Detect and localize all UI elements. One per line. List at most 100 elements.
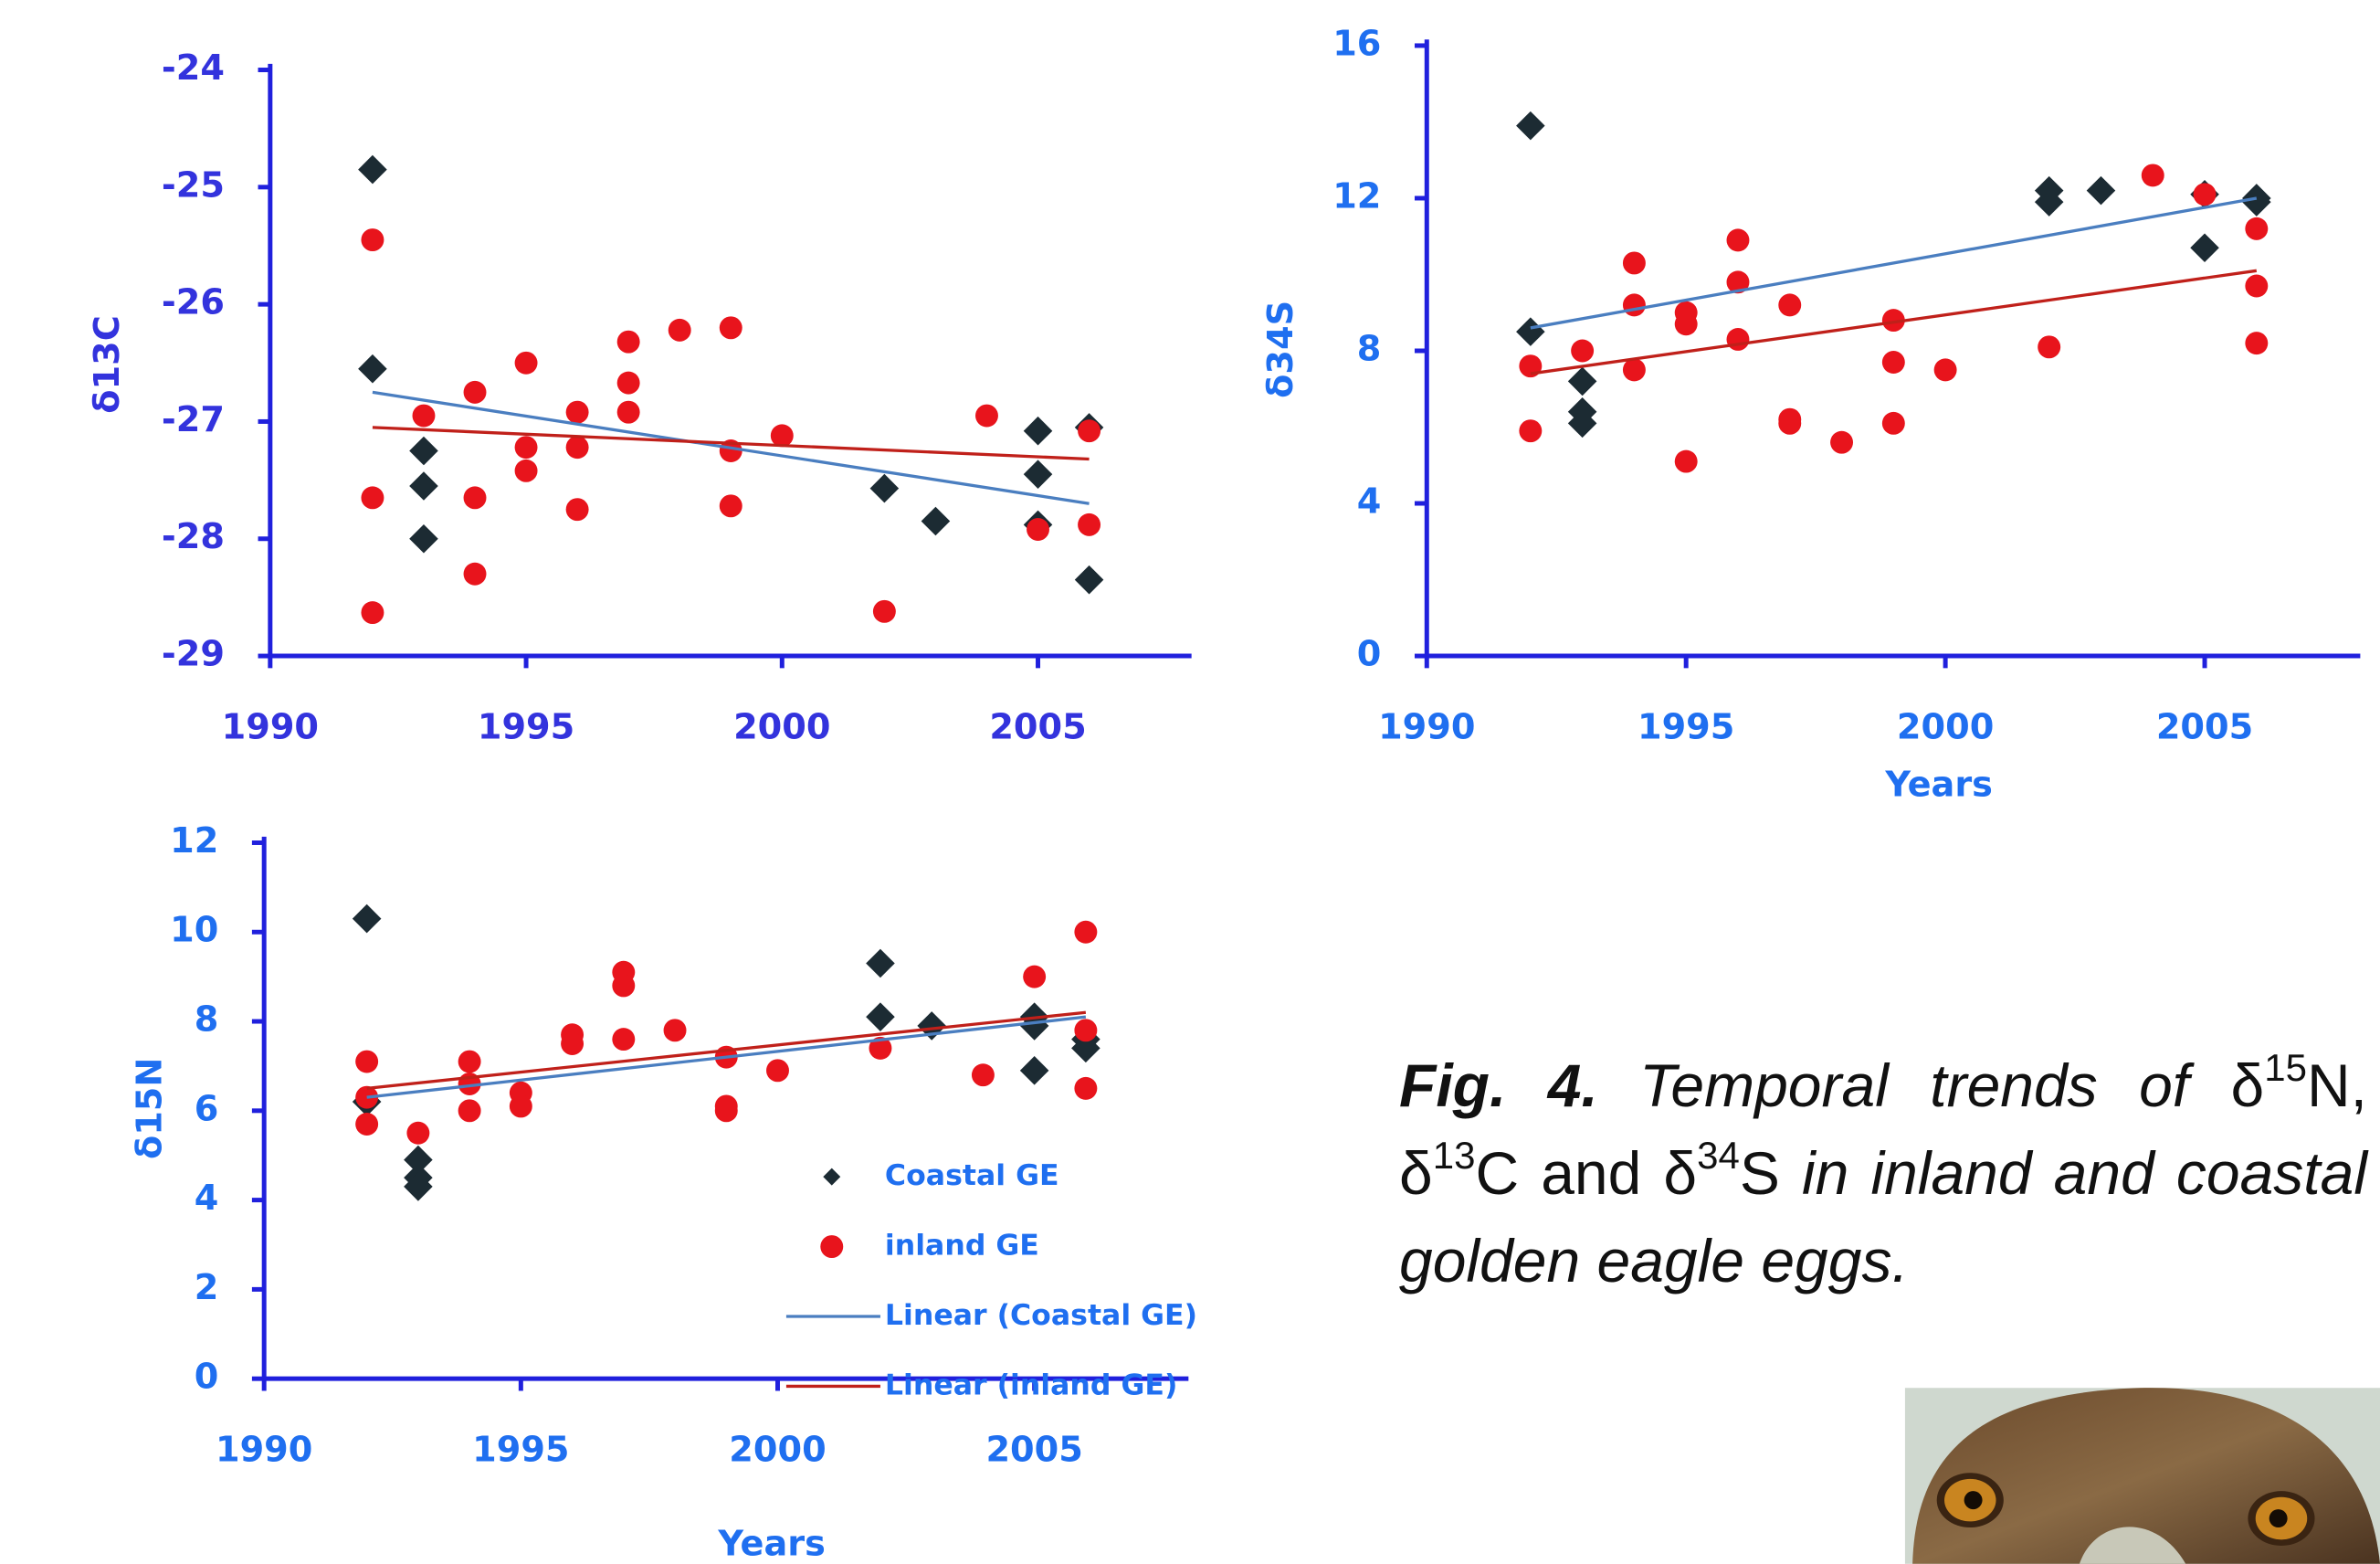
data-point xyxy=(1778,293,1801,316)
data-point xyxy=(1882,412,1905,435)
data-point xyxy=(873,600,896,623)
data-point xyxy=(720,494,742,517)
data-point xyxy=(458,1051,481,1073)
data-point xyxy=(612,974,635,997)
data-point xyxy=(972,1063,995,1086)
figure: -29-28-27-26-25-241990199520002005δ13C04… xyxy=(0,0,2380,1564)
y-tick-label: 0 xyxy=(1357,635,1382,675)
data-point xyxy=(2087,176,2116,206)
y-axis-label: δ15N xyxy=(131,1058,171,1159)
data-point xyxy=(515,436,538,459)
data-point xyxy=(2194,183,2217,206)
data-point xyxy=(1027,518,1049,541)
data-point xyxy=(1675,450,1698,473)
data-point xyxy=(669,319,691,342)
data-point xyxy=(866,1002,895,1031)
x-tick-label: 1990 xyxy=(1378,707,1475,747)
caption: Fig. 4. Temporal trends of δ15N, δ13C an… xyxy=(1399,1041,2367,1305)
data-point xyxy=(409,471,438,501)
y-tick-label: -27 xyxy=(162,400,225,440)
y-tick-label: 4 xyxy=(195,1178,219,1219)
data-point xyxy=(2190,233,2219,262)
data-point xyxy=(1882,351,1905,374)
page: -29-28-27-26-25-241990199520002005δ13C04… xyxy=(0,0,2380,1564)
data-point xyxy=(715,1099,738,1122)
data-point xyxy=(510,1094,532,1117)
data-point xyxy=(975,405,998,428)
data-point xyxy=(2242,187,2271,217)
legend-swatch xyxy=(823,1168,840,1186)
data-point xyxy=(1934,358,1957,381)
caption-text: Temporal trends of xyxy=(1598,1051,2231,1119)
data-point xyxy=(1078,419,1100,442)
data-point xyxy=(515,352,538,375)
data-point xyxy=(1516,317,1545,346)
data-point xyxy=(870,474,900,503)
data-point xyxy=(617,401,640,424)
x-tick-label: 2005 xyxy=(989,707,1086,747)
x-tick-label: 2005 xyxy=(985,1430,1082,1470)
data-point xyxy=(1568,367,1597,396)
legend-label: Coastal GE xyxy=(885,1159,1059,1192)
data-point xyxy=(1074,1077,1097,1100)
y-tick-label: -28 xyxy=(162,517,225,557)
y-tick-label: 12 xyxy=(170,821,218,861)
data-point xyxy=(617,372,640,395)
y-tick-label: 2 xyxy=(195,1268,219,1308)
data-point xyxy=(1024,417,1053,446)
data-point xyxy=(561,1032,584,1055)
caption-text: C and δ xyxy=(1475,1139,1697,1207)
y-axis-label: δ34S xyxy=(1261,301,1301,398)
y-tick-label: 4 xyxy=(1357,482,1382,523)
eagle-photo xyxy=(1905,1388,2380,1564)
data-point xyxy=(771,424,794,447)
data-point xyxy=(566,436,589,459)
data-point xyxy=(355,1051,378,1073)
caption-text: 15 xyxy=(2264,1046,2307,1089)
legend-label: Linear (Coastal GE) xyxy=(885,1299,1197,1332)
data-point xyxy=(361,486,384,509)
y-tick-label: 12 xyxy=(1332,176,1381,217)
y-tick-label: 16 xyxy=(1332,24,1381,64)
data-point xyxy=(1020,1056,1049,1085)
data-point xyxy=(1623,251,1646,274)
data-point xyxy=(1024,460,1053,489)
y-tick-label: -26 xyxy=(162,283,225,323)
data-point xyxy=(464,563,487,586)
x-tick-label: 1995 xyxy=(478,707,574,747)
y-tick-label: 8 xyxy=(195,1000,219,1041)
data-point xyxy=(358,354,387,384)
caption-text: Fig. 4. xyxy=(1399,1051,1598,1119)
data-point xyxy=(409,437,438,466)
data-point xyxy=(458,1099,481,1122)
data-point xyxy=(866,949,895,978)
y-tick-label: 0 xyxy=(195,1358,219,1398)
data-point xyxy=(2245,275,2268,298)
data-point xyxy=(2245,332,2268,354)
x-axis-label: Years xyxy=(717,1524,825,1564)
data-point xyxy=(921,507,951,536)
data-point xyxy=(612,1028,635,1051)
x-tick-label: 1995 xyxy=(472,1430,569,1470)
data-point xyxy=(1075,565,1104,595)
data-point xyxy=(1516,111,1545,141)
data-point xyxy=(720,316,742,339)
data-point xyxy=(1519,419,1542,442)
data-point xyxy=(1571,340,1594,363)
data-point xyxy=(409,524,438,554)
y-axis-label: δ13C xyxy=(88,315,128,414)
data-point xyxy=(353,904,382,934)
y-tick-label: -29 xyxy=(162,635,225,675)
data-point xyxy=(1623,358,1646,381)
data-point xyxy=(1727,228,1750,251)
x-tick-label: 2000 xyxy=(729,1430,826,1470)
caption-text: S xyxy=(1740,1139,1780,1207)
x-tick-label: 1990 xyxy=(222,707,319,747)
data-point xyxy=(1675,312,1698,335)
data-point xyxy=(2142,164,2164,186)
data-point xyxy=(2245,217,2268,240)
caption-text: 13 xyxy=(1433,1134,1476,1177)
y-tick-label: -24 xyxy=(162,48,225,89)
data-point xyxy=(358,155,387,185)
legend-label: inland GE xyxy=(885,1230,1039,1263)
